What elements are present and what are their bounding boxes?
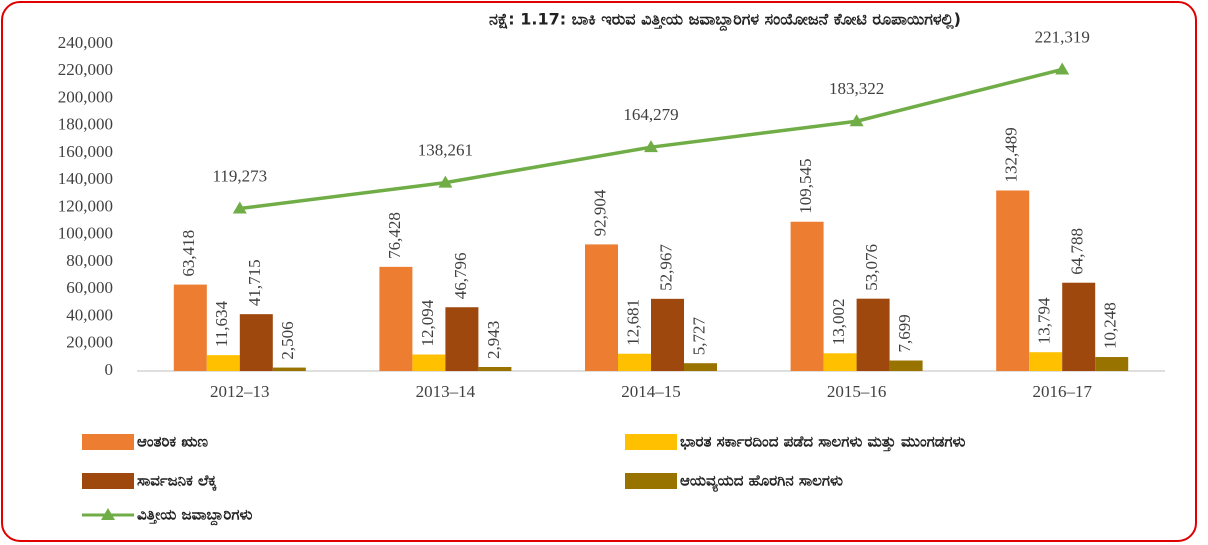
- y-tick-label: 140,000: [58, 169, 113, 188]
- bar: [445, 307, 479, 371]
- chart-title: ನಕ್ಷೆ: 1.17: ಬಾಕಿ ಇರುವ ವಿತ್ತೀಯ ಜವಾಬ್ದಾರಿ…: [489, 10, 961, 32]
- data-label: 7,699: [895, 314, 914, 352]
- bar: [272, 367, 306, 371]
- y-tick-label: 60,000: [66, 278, 113, 297]
- bar: [412, 354, 446, 371]
- x-tick-label: 2013–14: [416, 382, 476, 401]
- data-label: 221,319: [1035, 27, 1090, 46]
- data-label: 138,261: [418, 141, 473, 160]
- legend-swatch: [82, 434, 134, 450]
- data-label: 76,428: [385, 212, 404, 259]
- data-label: 109,545: [796, 158, 815, 213]
- y-tick-label: 40,000: [66, 305, 113, 324]
- data-label: 183,322: [829, 79, 884, 98]
- x-tick-label: 2012–13: [210, 382, 270, 401]
- bar: [618, 353, 651, 371]
- legend-swatch: [101, 508, 115, 520]
- legend-swatch: [625, 473, 677, 489]
- data-label: 63,418: [179, 230, 198, 277]
- data-label: 119,273: [212, 166, 267, 185]
- bar: [173, 284, 207, 371]
- data-label: 12,681: [623, 299, 642, 346]
- bar: [1095, 357, 1129, 371]
- bar: [1029, 352, 1063, 371]
- line-marker: [849, 114, 864, 127]
- bar: [585, 244, 618, 371]
- line-marker: [644, 140, 658, 153]
- bar: [478, 366, 512, 371]
- data-label: 41,715: [245, 259, 264, 306]
- data-label: 5,727: [689, 316, 708, 355]
- legend-label: ವಿತ್ತೀಯ ಜವಾಬ್ದಾರಿಗಳು: [137, 506, 253, 527]
- bar: [239, 314, 273, 371]
- y-tick-label: 240,000: [58, 33, 113, 52]
- line-marker: [1055, 62, 1070, 75]
- bar: [996, 190, 1030, 371]
- data-label: 11,634: [212, 301, 231, 348]
- bar: [206, 355, 240, 371]
- y-tick-label: 180,000: [58, 115, 113, 134]
- legend-label: ಆಯವ್ಯಯದ ಹೊರಗಿನ ಸಾಲಗಳು: [680, 472, 843, 493]
- y-tick-label: 220,000: [58, 60, 113, 79]
- x-tick-label: 2015–16: [827, 382, 887, 401]
- bar: [379, 266, 413, 371]
- line-marker: [438, 175, 453, 188]
- legend-label: ಸಾರ್ವಜನಿಕ ಲೆಕ್ಕ: [137, 472, 217, 492]
- legend-swatch: [625, 434, 677, 450]
- y-tick-label: 0: [105, 360, 114, 379]
- data-label: 52,967: [656, 244, 675, 291]
- data-label: 92,904: [590, 189, 609, 236]
- data-label: 132,489: [1002, 127, 1021, 182]
- y-tick-label: 80,000: [66, 251, 113, 270]
- y-tick-label: 120,000: [58, 196, 113, 215]
- bar: [889, 360, 923, 371]
- bar: [823, 353, 857, 371]
- y-tick-label: 100,000: [58, 224, 113, 243]
- bar: [684, 363, 717, 371]
- x-tick-label: 2014–15: [621, 382, 681, 401]
- bar: [856, 298, 890, 371]
- data-label: 64,788: [1068, 228, 1087, 275]
- legend-label: ಆಂತರಿಕ ಋಣ: [137, 433, 208, 451]
- x-tick-label: 2016–17: [1032, 382, 1092, 401]
- bar: [1062, 282, 1096, 371]
- y-tick-label: 20,000: [66, 333, 113, 352]
- legend-swatch: [82, 473, 134, 489]
- bar: [651, 298, 684, 371]
- data-label: 164,279: [623, 105, 678, 124]
- data-label: 10,248: [1101, 302, 1120, 349]
- data-label: 46,796: [451, 252, 470, 299]
- data-label: 13,794: [1035, 297, 1054, 344]
- y-tick-label: 160,000: [58, 142, 113, 161]
- data-label: 53,076: [862, 244, 881, 291]
- data-label: 2,943: [484, 321, 503, 359]
- bar: [790, 221, 824, 371]
- y-tick-label: 200,000: [58, 87, 113, 106]
- data-label: 13,002: [829, 299, 848, 346]
- line-marker: [232, 201, 247, 214]
- legend-label: ಭಾರತ ಸರ್ಕಾರದಿಂದ ಪಡೆದ ಸಾಲಗಳು ಮತ್ತು ಮುಂಗಡಗ…: [680, 433, 966, 452]
- data-label: 2,506: [278, 321, 297, 359]
- data-label: 12,094: [418, 299, 437, 346]
